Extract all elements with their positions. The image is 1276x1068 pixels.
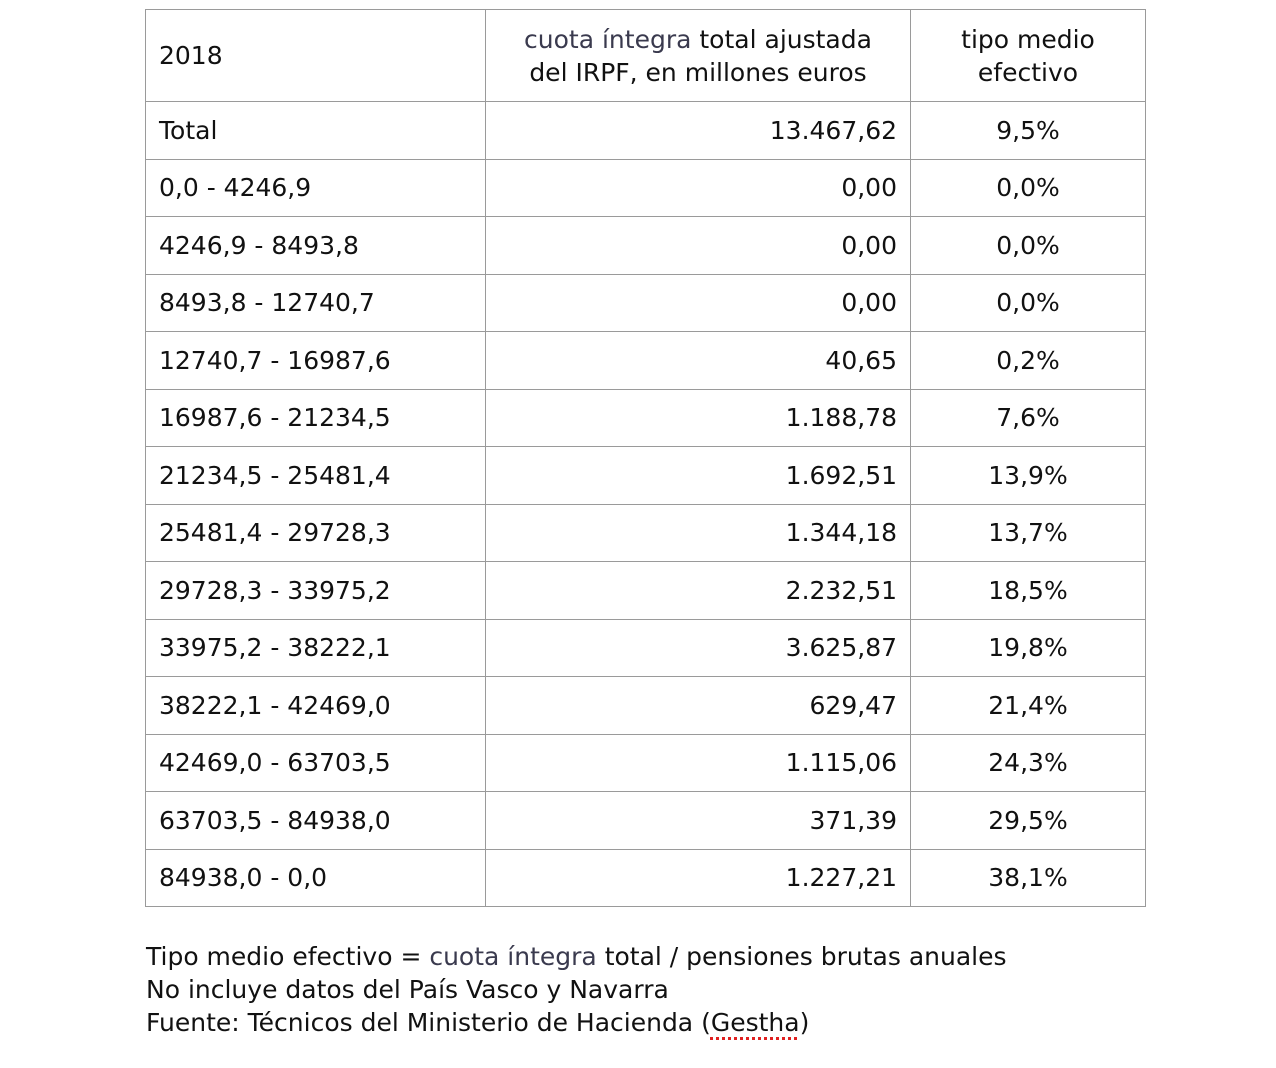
header-cuota-term: cuota íntegra <box>524 24 692 54</box>
amount-cell: 40,65 <box>485 331 911 390</box>
table-row: 33975,2 - 38222,1 3.625,87 19,8% <box>145 618 1146 677</box>
amount-cell: 3.625,87 <box>485 618 911 677</box>
rate-cell: 13,9% <box>910 446 1146 505</box>
footnote-source-gestha: Gestha <box>710 1008 800 1037</box>
range-cell: 8493,8 - 12740,7 <box>145 273 486 332</box>
table-row: 4246,9 - 8493,8 0,00 0,0% <box>145 216 1146 275</box>
rate-cell: 9,5% <box>910 101 1146 160</box>
range-cell: 84938,0 - 0,0 <box>145 848 486 907</box>
range-cell: 21234,5 - 25481,4 <box>145 446 486 505</box>
header-row: 2018 cuota íntegra total ajustada del IR… <box>145 9 1146 102</box>
rate-cell: 21,4% <box>910 676 1146 735</box>
rate-cell: 7,6% <box>910 388 1146 447</box>
header-tipo: tipo medio efectivo <box>910 9 1146 102</box>
amount-cell: 13.467,62 <box>485 101 911 160</box>
header-cuota-line2: del IRPF, en millones euros <box>529 57 867 87</box>
table-row: 29728,3 - 33975,2 2.232,51 18,5% <box>145 561 1146 620</box>
range-cell: 12740,7 - 16987,6 <box>145 331 486 390</box>
table-row: 25481,4 - 29728,3 1.344,18 13,7% <box>145 503 1146 562</box>
rate-cell: 0,0% <box>910 216 1146 275</box>
footnote-source-a: Fuente: Técnicos del Ministerio de Hacie… <box>146 1008 711 1037</box>
rate-cell: 19,8% <box>910 618 1146 677</box>
footnote-source: Fuente: Técnicos del Ministerio de Hacie… <box>146 1006 1007 1039</box>
rate-cell: 24,3% <box>910 733 1146 792</box>
header-tipo-line1: tipo medio <box>961 24 1095 54</box>
amount-cell: 1.188,78 <box>485 388 911 447</box>
table-row: 42469,0 - 63703,5 1.115,06 24,3% <box>145 733 1146 792</box>
irpf-table-body: 2018 cuota íntegra total ajustada del IR… <box>145 9 1146 907</box>
header-year: 2018 <box>145 9 486 102</box>
rate-cell: 18,5% <box>910 561 1146 620</box>
amount-cell: 371,39 <box>485 791 911 850</box>
range-cell: 42469,0 - 63703,5 <box>145 733 486 792</box>
footnote-source-c: ) <box>799 1008 810 1037</box>
table-row: Total 13.467,62 9,5% <box>145 101 1146 160</box>
rate-cell: 29,5% <box>910 791 1146 850</box>
header-tipo-line2: efectivo <box>977 57 1079 87</box>
rate-cell: 13,7% <box>910 503 1146 562</box>
range-cell: 4246,9 - 8493,8 <box>145 216 486 275</box>
amount-cell: 0,00 <box>485 216 911 275</box>
range-cell: 38222,1 - 42469,0 <box>145 676 486 735</box>
amount-cell: 0,00 <box>485 273 911 332</box>
amount-cell: 1.344,18 <box>485 503 911 562</box>
range-cell: 29728,3 - 33975,2 <box>145 561 486 620</box>
range-cell: 0,0 - 4246,9 <box>145 158 486 217</box>
header-cuota: cuota íntegra total ajustada del IRPF, e… <box>485 9 911 102</box>
amount-cell: 1.692,51 <box>485 446 911 505</box>
table-row: 38222,1 - 42469,0 629,47 21,4% <box>145 676 1146 735</box>
table-row: 16987,6 - 21234,5 1.188,78 7,6% <box>145 388 1146 447</box>
range-cell: 63703,5 - 84938,0 <box>145 791 486 850</box>
amount-cell: 2.232,51 <box>485 561 911 620</box>
rate-cell: 0,0% <box>910 273 1146 332</box>
table-row: 84938,0 - 0,0 1.227,21 38,1% <box>145 848 1146 907</box>
rate-cell: 38,1% <box>910 848 1146 907</box>
footnote-definition-a: Tipo medio efectivo = <box>146 942 430 971</box>
rate-cell: 0,0% <box>910 158 1146 217</box>
table-row: 8493,8 - 12740,7 0,00 0,0% <box>145 273 1146 332</box>
footnote-definition-c: total / pensiones brutas anuales <box>596 942 1007 971</box>
amount-cell: 629,47 <box>485 676 911 735</box>
rate-cell: 0,2% <box>910 331 1146 390</box>
header-cuota-rest: total ajustada <box>691 24 872 54</box>
range-cell: Total <box>145 101 486 160</box>
footnote-definition-term: cuota íntegra <box>429 942 597 971</box>
table-row: 0,0 - 4246,9 0,00 0,0% <box>145 158 1146 217</box>
amount-cell: 1.227,21 <box>485 848 911 907</box>
range-cell: 33975,2 - 38222,1 <box>145 618 486 677</box>
amount-cell: 0,00 <box>485 158 911 217</box>
range-cell: 25481,4 - 29728,3 <box>145 503 486 562</box>
table-row: 12740,7 - 16987,6 40,65 0,2% <box>145 331 1146 390</box>
footnote-definition: Tipo medio efectivo = cuota íntegra tota… <box>146 940 1007 973</box>
footnotes: Tipo medio efectivo = cuota íntegra tota… <box>146 940 1007 1039</box>
range-cell: 16987,6 - 21234,5 <box>145 388 486 447</box>
irpf-table: 2018 cuota íntegra total ajustada del IR… <box>145 9 1146 907</box>
table-row: 63703,5 - 84938,0 371,39 29,5% <box>145 791 1146 850</box>
table-row: 21234,5 - 25481,4 1.692,51 13,9% <box>145 446 1146 505</box>
amount-cell: 1.115,06 <box>485 733 911 792</box>
footnote-exclusion: No incluye datos del País Vasco y Navarr… <box>146 975 669 1004</box>
